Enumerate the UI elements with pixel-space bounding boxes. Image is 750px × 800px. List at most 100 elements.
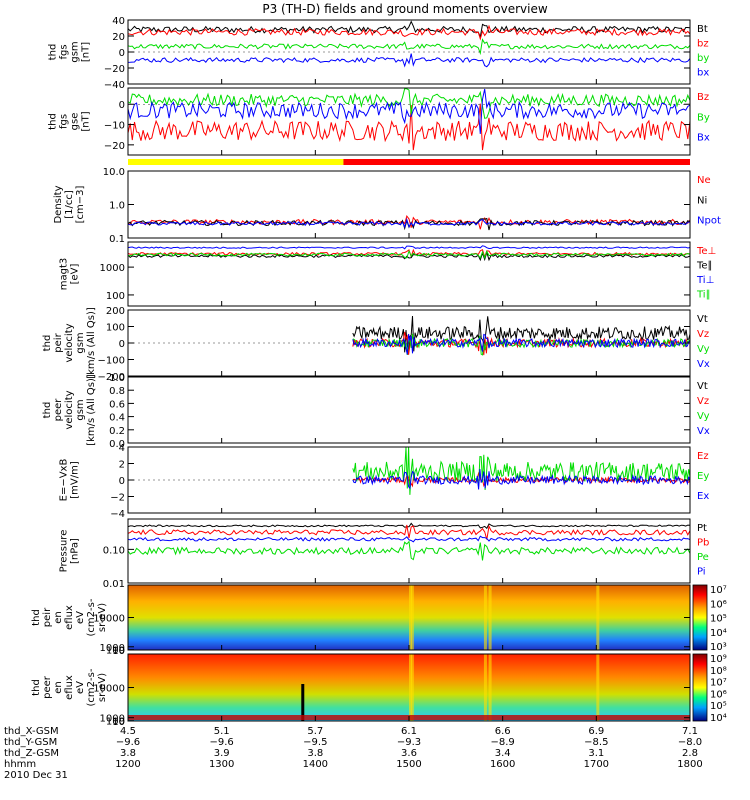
legend-fgs_gse-By: By (697, 112, 710, 123)
ylabel-density: Density (53, 185, 64, 223)
ytick-label: −40 (104, 80, 125, 91)
legend-peer_velocity-Vt: Vt (697, 381, 708, 392)
ylabel-peer_eflux: en (53, 681, 64, 694)
ytick-label: 0.2 (109, 426, 125, 437)
legend-density-Ne: Ne (697, 175, 711, 186)
colorbar-tick-label: 10⁶ (710, 689, 727, 700)
series-temperature-1 (127, 250, 691, 262)
ylabel-peer_eflux: (cm2-s- (86, 668, 97, 706)
axis-row-name: thd_Z-GSM (4, 748, 59, 759)
axis-row-value: 3.8 (307, 748, 323, 759)
axis-row-name: thd_Y-GSM (4, 737, 57, 748)
axis-row-value: 1200 (115, 759, 140, 770)
axis-row-name: thd_X-GSM (4, 726, 59, 737)
axis-row-value: −9.5 (303, 737, 327, 748)
ylabel-peer_eflux: peer (42, 675, 53, 699)
series-temperature-3 (128, 249, 691, 260)
colorbar-tick-label: 10⁷ (710, 678, 727, 689)
axis-row-value: 4.5 (120, 726, 136, 737)
heatmap-streak (410, 585, 414, 650)
ylabel-density: [1/cc] (64, 190, 75, 219)
data-gap-marker (301, 684, 305, 721)
legend-peer_velocity-Vx: Vx (697, 426, 710, 437)
legend-peir_velocity-Vt: Vt (697, 314, 708, 325)
legend-fgs_gsm-bz: bz (697, 39, 709, 50)
ylabel-pressure: [nPa] (70, 538, 81, 564)
ytick-label: 0 (119, 339, 125, 350)
panel-peir_velocity: Vt Vz Vy Vx 200 100 0 −100 −200 thd peir velocity gs… (42, 306, 710, 383)
legend-peir_velocity-Vy: Vy (697, 344, 710, 355)
ylabel-peir_eflux: eV (75, 611, 86, 624)
ytick-label: −4 (110, 509, 125, 520)
axis-row-value: 6.1 (401, 726, 417, 737)
series-fgs_gsm-2 (127, 38, 691, 56)
series-efield-1 (352, 446, 691, 495)
legend-pressure-Pi: Pi (697, 567, 706, 578)
legend-peer_velocity-Vy: Vy (697, 411, 710, 422)
ytick-label: −2 (110, 493, 125, 504)
ylabel-peer_eflux: thd (31, 679, 42, 696)
axis-row-value: −8.5 (584, 737, 608, 748)
panel-fgs_gsm: Bt bz by bx 40 20 0 −20 −40 thd fgs gsm [nT] (48, 16, 710, 91)
axis-row-value: 3.6 (401, 748, 417, 759)
ytick-label: 100 (106, 717, 125, 728)
axis-row-value: 2.8 (682, 748, 698, 759)
legend-density-Ni: Ni (697, 195, 707, 206)
axis-row-value: 1800 (677, 759, 702, 770)
axis-row-value: 1400 (303, 759, 328, 770)
ytick-label: 1.0 (109, 201, 125, 212)
ylabel-peer_velocity: thd (42, 402, 53, 419)
panel-density: Ne Ni Npot 10.0 1.0 0.1 Density [1/cc] [cm−3] (53, 167, 721, 245)
series-peir_velocity-3 (352, 333, 691, 355)
ylabel-peir_velocity: gsm (75, 332, 86, 353)
axis-row-value: 1500 (396, 759, 421, 770)
ytick-label: 10.0 (103, 167, 125, 178)
ytick-label: 0 (119, 48, 125, 59)
series-pressure-1 (127, 524, 691, 540)
colorbar-tick-label: 10⁶ (710, 599, 727, 610)
ylabel-peir_eflux: sr-eV) (97, 603, 108, 632)
ylabel-peir_eflux: en (53, 611, 64, 624)
axis-row-value: 6.9 (588, 726, 604, 737)
ylabel-fgs_gse: [nT] (81, 111, 92, 131)
legend-temperature-Te⊥: Te⊥ (696, 246, 716, 257)
ylabel-peer_eflux: eV (75, 681, 86, 694)
ylabel-peer_eflux: sr-eV) (97, 673, 108, 702)
ytick-label: 200 (106, 306, 125, 317)
ytick-label: 100 (106, 323, 125, 334)
axis-row-name: hhmm (4, 759, 36, 770)
legend-density-Npot: Npot (697, 216, 721, 227)
ylabel-peir_velocity: thd (42, 335, 53, 352)
ylabel-fgs_gsm: [nT] (81, 42, 92, 62)
panel-peer_velocity: Vt Vz Vy Vx 1.0 0.8 0.6 0.4 0.2 0.0 thd peer velocit… (42, 373, 710, 450)
ylabel-peir_eflux: (cm2-s- (86, 598, 97, 636)
ylabel-temperature: magt3 (59, 258, 70, 291)
ylabel-peir_velocity: velocity (64, 323, 75, 362)
series-density-2 (127, 217, 691, 229)
legend-peir_velocity-Vx: Vx (697, 359, 710, 370)
axis-row-value: 7.1 (682, 726, 698, 737)
panel-efield: Ez Ey Ex 4 2 0 −2 −4 E=−VxB [mV/m] (59, 443, 710, 520)
ytick-label: 20 (112, 32, 125, 43)
heatmap-streak (483, 585, 487, 650)
ylabel-peer_velocity: peer (53, 398, 64, 422)
series-fgs_gse-2 (127, 88, 691, 134)
frame-pressure (127, 518, 691, 584)
ylabel-efield: [mV/m] (70, 461, 81, 499)
ytick-label: 0.01 (103, 579, 125, 590)
ylabel-fgs_gsm: thd (48, 44, 59, 61)
ylabel-peir_eflux: eflux (64, 605, 75, 630)
series-efield-2 (352, 468, 691, 490)
colorbar-tick-label: 10⁴ (710, 628, 727, 639)
ytick-label: 2 (119, 460, 125, 471)
axis-row-value: 3.8 (120, 748, 136, 759)
heatmap-streak (488, 654, 492, 721)
axis-row-value: 3.9 (214, 748, 230, 759)
colorbar-tick-label: 10³ (710, 642, 727, 653)
ytick-label: −10 (104, 121, 125, 132)
legend-fgs_gsm-Bt: Bt (697, 24, 708, 35)
ylabel-peer_velocity: gsm (75, 399, 86, 420)
ytick-label: 0.0 (109, 439, 125, 450)
